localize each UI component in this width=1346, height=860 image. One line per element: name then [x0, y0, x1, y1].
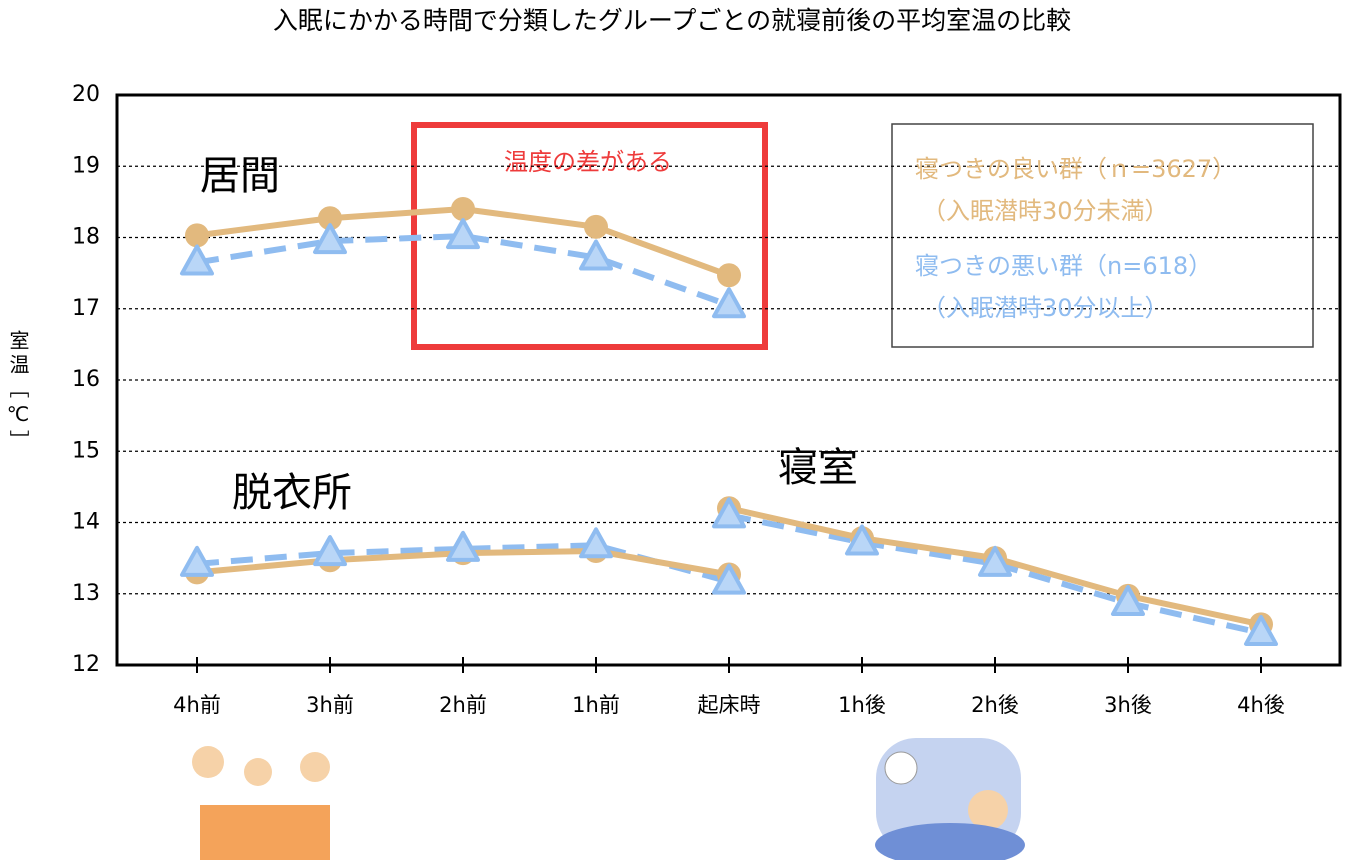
point: [584, 214, 608, 239]
room-label: 脱衣所: [232, 470, 352, 516]
point: [180, 545, 214, 577]
y-tick-label: 13: [72, 581, 100, 606]
x-tick-label: 起床時: [698, 693, 761, 717]
point: [712, 563, 746, 595]
series-line: [196, 233, 731, 309]
point: [180, 244, 214, 276]
room-label: 居間: [200, 153, 280, 199]
point: [1111, 585, 1145, 617]
legend-box: [891, 123, 1314, 348]
annotation: 温度の差がある: [504, 148, 672, 176]
point: [712, 497, 746, 529]
point: [446, 218, 480, 250]
x-tick-label: 2h前: [439, 693, 487, 717]
legend-note: （入眠潜時30分未満）: [922, 197, 1169, 225]
room-label: 寝室: [778, 445, 858, 491]
y-tick-label: 14: [72, 510, 100, 535]
x-tick-label: 4h前: [173, 693, 221, 717]
y-tick-label: 12: [72, 652, 100, 677]
chart-title: 入眠にかかる時間で分類したグループごとの就寝前後の平均室温の比較: [273, 6, 1071, 35]
series-line: [728, 512, 1262, 636]
point: [845, 524, 879, 556]
point: [1244, 614, 1278, 646]
y-axis-label: 室温［℃］: [6, 330, 30, 454]
legend-entry: 寝つきの良い群（ｎ=3627）: [915, 155, 1236, 183]
x-tick-label: 3h後: [1104, 693, 1152, 717]
point: [313, 535, 347, 567]
point: [446, 530, 480, 562]
point: [579, 239, 613, 271]
illustration-sleep: [875, 738, 1025, 860]
y-tick-label: 19: [72, 153, 100, 178]
x-tick-label: 4h後: [1237, 693, 1285, 717]
y-tick-label: 20: [72, 82, 100, 107]
point: [978, 545, 1012, 577]
x-tick-label: 2h後: [971, 693, 1019, 717]
point: [185, 223, 209, 248]
point: [313, 223, 347, 255]
point: [579, 527, 613, 559]
illustration-family: [192, 746, 330, 860]
y-tick-label: 15: [72, 438, 100, 463]
point: [712, 287, 746, 319]
x-tick-label: 1h前: [572, 693, 620, 717]
point: [451, 197, 475, 221]
y-tick-label: 18: [72, 225, 100, 250]
point: [318, 206, 342, 231]
legend-entry: 寝つきの悪い群（n=618）: [915, 252, 1212, 280]
x-tick-label: 1h後: [838, 693, 886, 717]
x-tick-label: 3h前: [306, 693, 354, 717]
y-tick-label: 16: [72, 367, 100, 392]
legend-note: （入眠潜時30分以上）: [922, 294, 1169, 322]
y-tick-label: 17: [72, 296, 100, 321]
point: [717, 263, 741, 288]
